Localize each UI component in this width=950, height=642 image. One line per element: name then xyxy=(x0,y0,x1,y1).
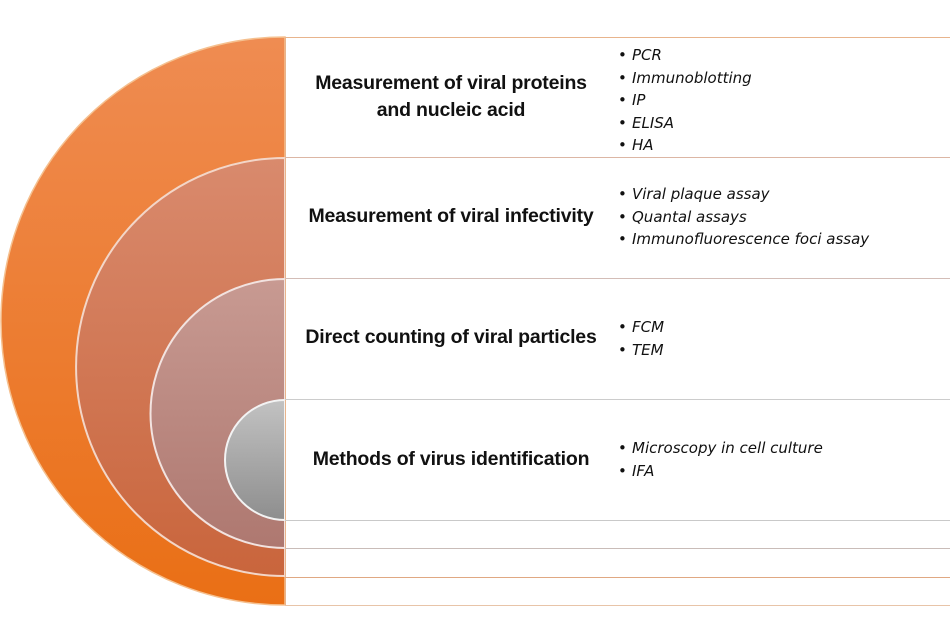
row-divider xyxy=(285,278,950,279)
row-divider xyxy=(285,157,950,158)
row-divider xyxy=(285,577,950,578)
list-item: Quantal assays xyxy=(616,206,869,229)
layer-3-items: FCM TEM xyxy=(616,316,664,361)
row-divider xyxy=(285,399,950,400)
list-item: PCR xyxy=(616,44,752,67)
list-item: Microscopy in cell culture xyxy=(616,437,823,460)
layer-1-items: PCR Immunoblotting IP ELISA HA xyxy=(616,44,752,157)
row-divider xyxy=(285,37,950,38)
layer-2-title-line-1: Measurement of viral infectivity xyxy=(308,205,594,227)
layer-1-title-line-1: Measurement of viral proteins xyxy=(315,72,587,94)
layer-4-semicircle xyxy=(224,398,286,522)
list-item: Immunoblotting xyxy=(616,67,752,90)
list-item: Viral plaque assay xyxy=(616,183,869,206)
list-item: TEM xyxy=(616,339,664,362)
layer-2-items: Viral plaque assay Quantal assays Immuno… xyxy=(616,183,869,251)
layer-1-title: Measurement of viral proteins and nuclei… xyxy=(288,70,614,124)
vertical-divider xyxy=(285,37,286,605)
layer-4-items: Microscopy in cell culture IFA xyxy=(616,437,823,482)
list-item: FCM xyxy=(616,316,664,339)
layer-2-title: Measurement of viral infectivity xyxy=(288,203,614,230)
row-divider xyxy=(285,520,950,521)
layer-4-title: Methods of virus identification xyxy=(288,446,614,473)
row-divider xyxy=(285,605,950,606)
list-item: IFA xyxy=(616,460,823,483)
list-item: HA xyxy=(616,134,752,157)
layer-3-title: Direct counting of viral particles xyxy=(288,324,614,351)
list-item: Immunofluorescence foci assay xyxy=(616,228,869,251)
layer-1-title-line-2: and nucleic acid xyxy=(376,99,526,121)
list-item: IP xyxy=(616,89,752,112)
layer-4-title-line-1: Methods of virus identification xyxy=(312,448,590,470)
layer-3-title-line-1: Direct counting of viral particles xyxy=(305,326,597,348)
row-divider xyxy=(285,548,950,549)
list-item: ELISA xyxy=(616,112,752,135)
